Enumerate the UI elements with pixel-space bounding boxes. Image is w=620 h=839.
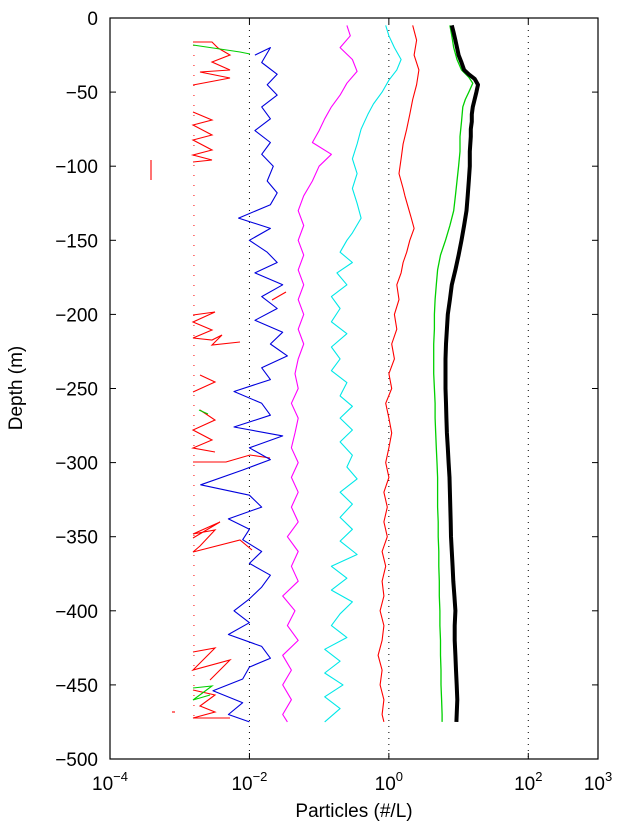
data-series bbox=[200, 24, 480, 723]
red-fragment bbox=[191, 409, 217, 453]
x-tick-label: 10−4 bbox=[92, 769, 128, 795]
series-line bbox=[324, 25, 402, 723]
y-tick-label: −250 bbox=[55, 380, 98, 401]
green-fragment bbox=[192, 685, 214, 701]
series-line bbox=[443, 24, 480, 722]
red-fragment bbox=[271, 291, 287, 301]
y-tick-labels: 0 −50 −100 −150 −200 −250 −300 −350 −400 −450 −500 bbox=[55, 9, 98, 771]
red-fragment bbox=[192, 689, 230, 719]
red-fragment bbox=[192, 41, 232, 86]
red-sparse-fragments bbox=[150, 41, 287, 719]
y-tick-label: −450 bbox=[55, 676, 98, 697]
red-fragment bbox=[192, 521, 253, 553]
plot-background bbox=[110, 18, 598, 759]
series-line bbox=[282, 25, 358, 723]
y-tick-label: −50 bbox=[66, 83, 98, 104]
axis-ticks bbox=[109, 17, 599, 760]
x-tick-label: 102 bbox=[514, 769, 542, 795]
red-fragment bbox=[191, 311, 241, 346]
red-fragment bbox=[190, 111, 214, 163]
y-tick-label: −200 bbox=[55, 305, 98, 326]
x-tick-label: 103 bbox=[584, 769, 612, 795]
green-fragment bbox=[198, 409, 209, 415]
y-tick-label: −400 bbox=[55, 602, 98, 623]
series-line bbox=[377, 25, 420, 723]
y-tick-label: −500 bbox=[55, 750, 98, 771]
y-tick-label: −100 bbox=[55, 157, 98, 178]
red-fragment bbox=[193, 454, 271, 463]
red-fragment bbox=[192, 374, 217, 393]
green-fragment bbox=[192, 44, 251, 55]
series-line bbox=[200, 47, 288, 723]
red-fragment bbox=[191, 647, 232, 681]
y-tick-label: −350 bbox=[55, 528, 98, 549]
green-sparse-fragments bbox=[192, 44, 251, 701]
y-tick-label: −150 bbox=[55, 231, 98, 252]
x-axis-label: Particles (#/L) bbox=[295, 801, 412, 822]
x-tick-label: 10−2 bbox=[231, 769, 267, 795]
x-tick-labels: 10−4 10−2 100 102 103 bbox=[92, 769, 612, 795]
series-line bbox=[433, 25, 474, 722]
x-tick-label: 100 bbox=[375, 769, 403, 795]
y-tick-label: −300 bbox=[55, 454, 98, 475]
y-tick-label: 0 bbox=[87, 9, 98, 30]
y-axis-label: Depth (m) bbox=[6, 346, 27, 430]
